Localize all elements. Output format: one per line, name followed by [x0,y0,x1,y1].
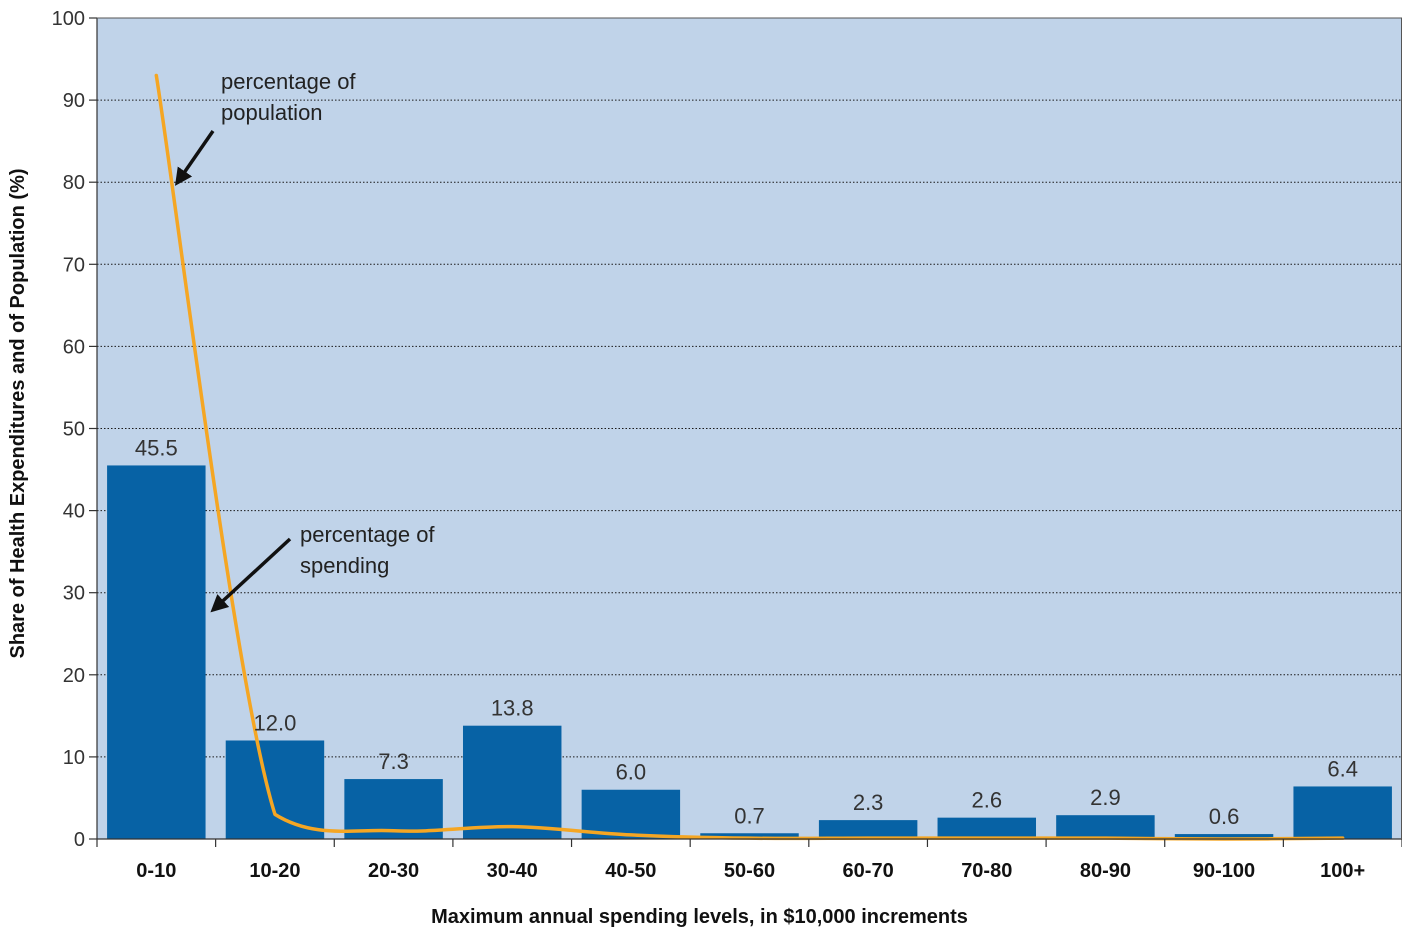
y-tick-label: 50 [63,419,85,441]
population-line [154,73,1345,841]
data-label: 0.6 [1209,804,1240,829]
bar [1293,786,1392,839]
y-tick-label: 0 [74,829,85,851]
bar [581,789,681,839]
x-tick-label: 60-70 [843,860,894,882]
y-tick-label: 10 [63,747,85,769]
data-label: 0.7 [734,803,765,828]
x-tick-label: 70-80 [961,860,1012,882]
y-tick-label: 70 [63,254,85,276]
annotation-population-text: population [221,100,323,125]
annotations: percentage of population percentage of spen… [175,69,435,613]
y-tick-label: 100 [52,8,85,30]
y-tick-label: 90 [63,90,85,112]
bar [225,740,325,839]
x-tick-label: 80-90 [1080,860,1131,882]
annotation-spending-text: percentage of [300,522,435,547]
bar [818,820,918,839]
labels: 0 10 20 30 40 50 60 70 80 90 100 0-10 10-20 20-30 30-4… [52,8,1366,882]
data-label: 13.8 [491,696,534,721]
line-series [154,73,1345,841]
annotation-spending-arrow [210,537,292,613]
x-tick-label: 30-40 [487,860,538,882]
annotation-spending-text: spending [300,553,389,578]
y-tick-label: 80 [63,172,85,194]
x-tick-label: 40-50 [605,860,656,882]
bar [1056,815,1155,839]
data-label: 6.0 [616,760,647,785]
data-label: 12.0 [254,710,297,735]
bar [462,725,562,839]
annotation-population-text: percentage of [221,69,356,94]
data-label: 7.3 [378,749,409,774]
x-tick-label: 50-60 [724,860,775,882]
x-tick-label: 100+ [1320,860,1365,882]
bar [107,465,206,839]
data-label: 6.4 [1327,756,1358,781]
y-tick-label: 40 [63,501,85,523]
bar [700,833,799,839]
y-tick-label: 30 [63,583,85,605]
x-tick-label: 20-30 [368,860,419,882]
data-label: 2.3 [853,790,884,815]
bar [937,817,1037,839]
x-tick-label: 90-100 [1193,860,1255,882]
y-axis-title: Share of Health Expenditures and of Popu… [7,168,29,658]
x-tick-label: 0-10 [136,860,176,882]
y-tick-label: 60 [63,336,85,358]
y-tick-label: 20 [63,665,85,687]
data-label: 2.6 [971,788,1002,813]
x-axis-title: Maximum annual spending levels, in $10,0… [431,906,968,928]
bars [107,465,1392,839]
bar [1174,834,1274,839]
x-tick-label: 10-20 [249,860,300,882]
annotation-population-arrow [175,130,215,186]
data-label: 2.9 [1090,785,1121,810]
data-label: 45.5 [135,435,178,460]
